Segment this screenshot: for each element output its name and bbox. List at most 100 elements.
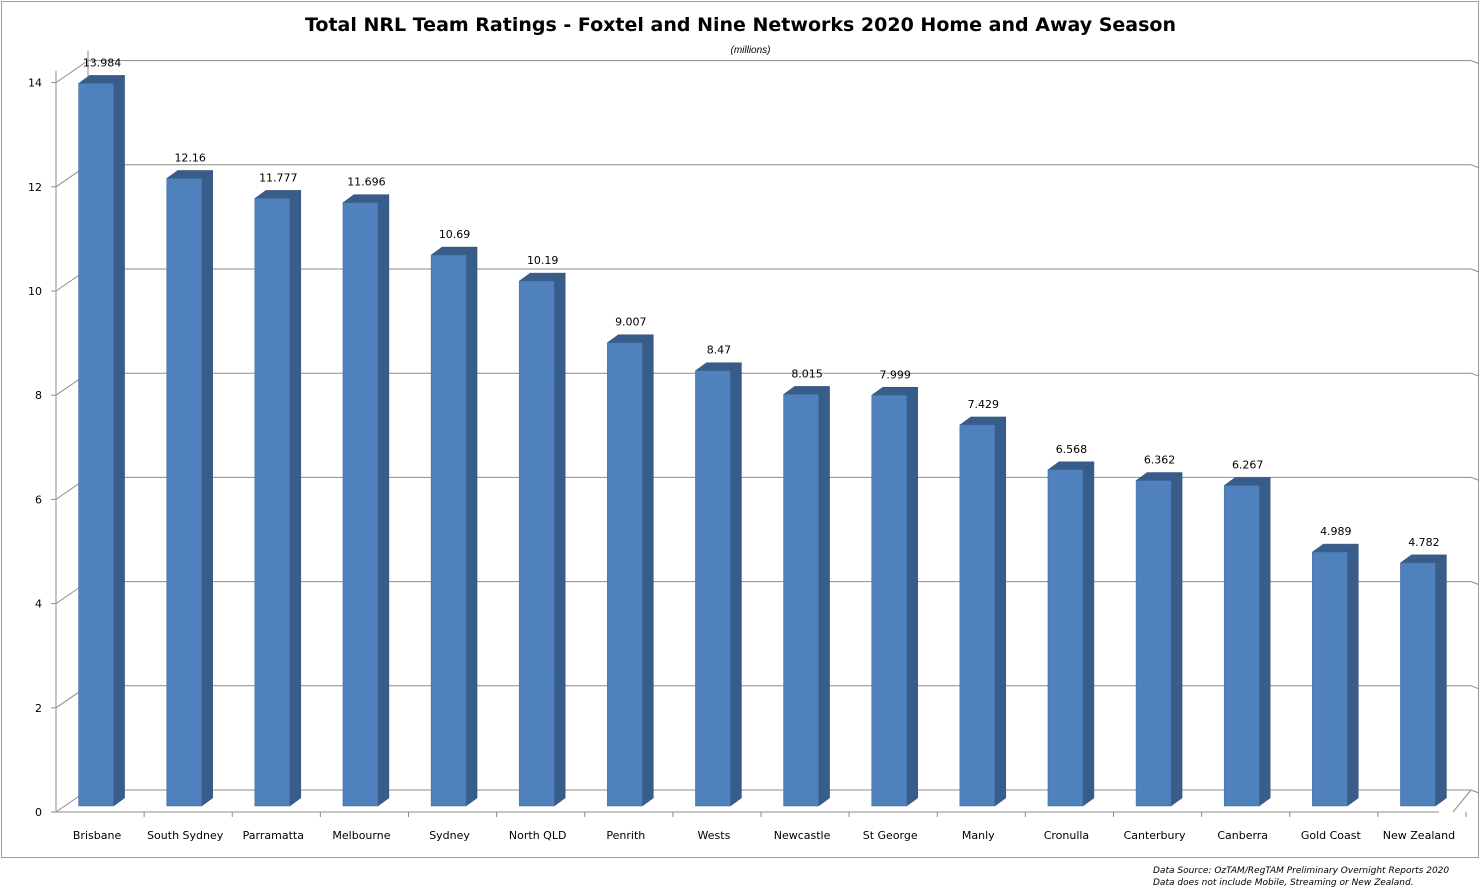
right-tick-mark xyxy=(1470,581,1480,586)
bar-side xyxy=(553,272,566,807)
source-line-2: Data does not include Mobile, Streaming … xyxy=(1153,878,1414,888)
x-tick-label: Cronulla xyxy=(1044,829,1090,842)
y-tick-label: 2 xyxy=(35,702,42,715)
bar-6 xyxy=(518,272,566,807)
bar-10 xyxy=(870,386,919,807)
bar-16 xyxy=(1399,554,1448,807)
bar-side xyxy=(1170,472,1183,807)
data-label: 11.777 xyxy=(259,171,298,184)
right-tick-mark xyxy=(1470,372,1480,377)
bar-side xyxy=(906,386,918,807)
data-label: 8.47 xyxy=(707,344,732,357)
x-tick-label: New Zealand xyxy=(1383,829,1455,842)
bar-5 xyxy=(430,246,478,807)
y-tick-label: 10 xyxy=(28,285,42,298)
bar-side xyxy=(1435,554,1447,807)
right-tick-mark xyxy=(1470,685,1480,690)
bar-front xyxy=(1312,551,1348,807)
bar-front xyxy=(430,254,467,807)
bar-7 xyxy=(606,334,655,807)
right-tick-mark xyxy=(1470,164,1480,169)
bar-front xyxy=(78,83,114,807)
data-label: 7.429 xyxy=(968,398,1000,411)
bar-chart: 0 2 4 6 8 10 12 14 Brisbane South Sydney Parramat… xyxy=(28,50,1480,842)
bar-front xyxy=(1047,469,1084,807)
bars xyxy=(77,74,1448,807)
bar-2 xyxy=(165,169,214,807)
data-label: 11.696 xyxy=(347,176,386,189)
bar-11 xyxy=(959,416,1007,807)
y-tick-label: 14 xyxy=(28,77,42,90)
x-tick-label: South Sydney xyxy=(147,829,224,842)
x-tick-label: Melbourne xyxy=(332,829,390,842)
source-line-1: Data Source: OzTAM/RegTAM Preliminary Ov… xyxy=(1153,866,1450,876)
bar-front xyxy=(518,280,555,807)
floor-right-edge xyxy=(1452,789,1472,813)
bar-side xyxy=(1082,461,1095,807)
bar-side xyxy=(730,362,742,807)
bar-front xyxy=(1400,562,1436,807)
bar-side xyxy=(201,169,213,807)
data-label: 10.19 xyxy=(527,254,559,267)
x-tick-label: Canberra xyxy=(1217,829,1268,842)
x-tick-label: Newcastle xyxy=(774,829,831,842)
data-label: 6.267 xyxy=(1232,458,1264,471)
data-label: 12.16 xyxy=(174,151,206,164)
right-tick-mark xyxy=(1470,268,1480,273)
bar-side xyxy=(465,246,478,807)
bar-12 xyxy=(1047,461,1095,807)
x-tick-label: Manly xyxy=(962,829,995,842)
y-tick-labels: 0 2 4 6 8 10 12 14 xyxy=(28,77,42,819)
data-label: 4.782 xyxy=(1408,536,1440,549)
data-label: 7.999 xyxy=(879,368,911,381)
data-label: 10.69 xyxy=(439,228,471,241)
right-tick-mark xyxy=(1470,476,1480,481)
x-tick-label: Penrith xyxy=(606,829,645,842)
gridline-diagonal xyxy=(55,60,89,84)
x-tick-label: Brisbane xyxy=(73,829,122,842)
bar-4 xyxy=(342,194,390,807)
chart-title: Total NRL Team Ratings - Foxtel and Nine… xyxy=(304,14,1177,36)
y-tick-label: 6 xyxy=(35,493,42,506)
x-tick-label: Wests xyxy=(698,829,731,842)
bar-front xyxy=(1135,480,1172,807)
bar-front xyxy=(871,395,907,807)
data-label: 8.015 xyxy=(791,367,823,380)
bar-front xyxy=(959,424,996,807)
bar-front xyxy=(254,198,291,807)
bar-1 xyxy=(77,74,126,807)
right-tick-mark xyxy=(1470,60,1480,65)
bar-side xyxy=(1258,476,1271,807)
data-label: 9.007 xyxy=(615,316,647,329)
data-label: 4.989 xyxy=(1320,525,1352,538)
bar-front xyxy=(607,342,643,807)
bar-14 xyxy=(1223,476,1271,807)
bar-9 xyxy=(782,385,831,807)
bar-side xyxy=(818,385,830,807)
source-note: Data Source: OzTAM/RegTAM Preliminary Ov… xyxy=(1153,865,1449,889)
x-tick-label: North QLD xyxy=(509,829,567,842)
bar-side xyxy=(642,334,654,807)
bar-3 xyxy=(254,189,302,807)
bar-front xyxy=(783,394,819,807)
bar-side xyxy=(113,74,125,807)
x-tick-label: St George xyxy=(863,829,918,842)
x-tick-labels: Brisbane South Sydney Parramatta Melbourne S… xyxy=(73,829,1455,842)
y-tick-label: 0 xyxy=(35,806,42,819)
bar-front xyxy=(695,370,731,807)
data-label: 6.362 xyxy=(1144,454,1176,467)
bar-13 xyxy=(1135,472,1183,807)
y-tick-label: 12 xyxy=(28,181,42,194)
chart-subtitle: (millions) xyxy=(730,45,771,56)
data-label: 6.568 xyxy=(1056,443,1088,456)
bar-front xyxy=(166,178,202,807)
x-tick-label: Gold Coast xyxy=(1301,829,1362,842)
right-tick-mark xyxy=(1470,789,1480,794)
bar-side xyxy=(1347,543,1359,807)
bar-8 xyxy=(694,362,743,807)
data-label: 13.984 xyxy=(83,56,122,69)
bar-side xyxy=(289,189,302,807)
bar-side xyxy=(994,416,1007,807)
x-tick-label: Sydney xyxy=(429,829,470,842)
bar-front xyxy=(342,202,379,807)
